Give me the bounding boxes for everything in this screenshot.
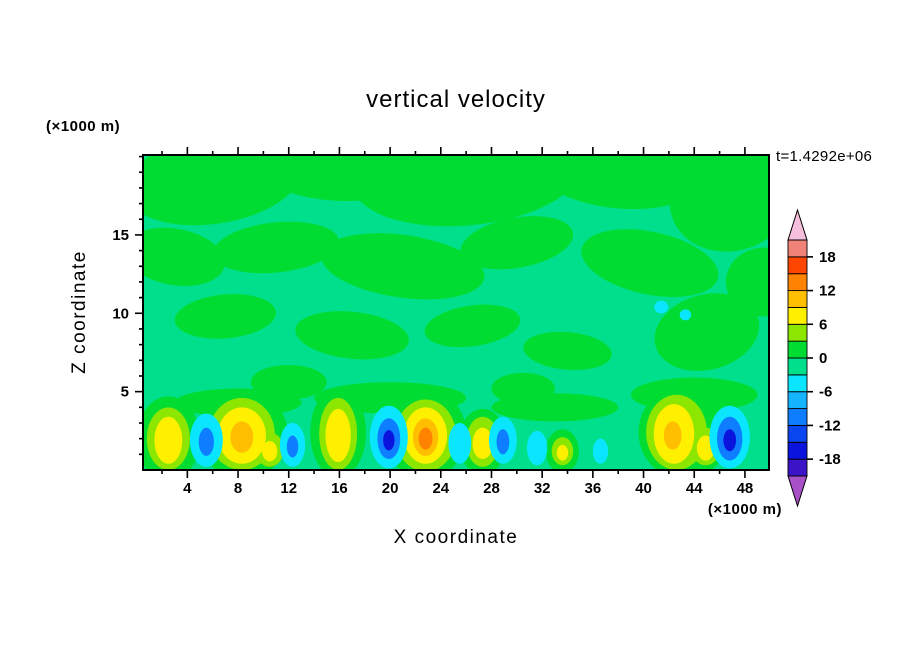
colorbar-band (787, 290, 808, 308)
colorbar-label: 18 (819, 249, 836, 266)
contour-patch (679, 309, 692, 321)
x-axis-label: X coordinate (393, 527, 519, 548)
x-tick-label: 12 (280, 480, 297, 497)
x-tick-label: 36 (585, 480, 602, 497)
contour-patch (654, 300, 669, 314)
y-tick-label: 10 (112, 305, 129, 322)
contour-patch (491, 393, 619, 422)
colorbar-arrow-up (787, 208, 808, 241)
x-tick-label: 40 (635, 480, 652, 497)
colorbar-band (787, 458, 808, 477)
colorbar-label: -12 (819, 417, 841, 434)
contour-patch (472, 427, 493, 460)
contour-patch (460, 216, 574, 270)
contour-patch (424, 304, 521, 348)
contour-patch (325, 408, 351, 463)
contour-patch (418, 427, 433, 450)
x-axis-unit-label: (×1000 m) (707, 501, 782, 518)
x-tick-label: 32 (534, 480, 551, 497)
contour-patch (230, 421, 254, 453)
contour-patch (295, 311, 409, 360)
colorbar-arrow-down (787, 475, 808, 508)
contour-patch (556, 444, 569, 461)
contour-patch (496, 429, 510, 455)
contour-patch (529, 155, 707, 210)
colorbar-label: -6 (819, 384, 832, 401)
x-tick-label: 16 (331, 480, 348, 497)
colorbar-band (787, 239, 808, 258)
y-axis-unit-label: (×1000 m) (46, 118, 121, 135)
contour-patch (352, 155, 580, 227)
colorbar-label: 12 (819, 283, 836, 300)
colorbar-band (787, 374, 808, 393)
x-tick-label: 44 (686, 480, 703, 497)
colorbar-label: -18 (819, 451, 841, 468)
contour-patch (198, 427, 214, 456)
y-tick-label: 15 (112, 227, 129, 244)
x-tick-label: 4 (183, 480, 192, 497)
contour-patch (143, 227, 225, 287)
colorbar-band (787, 391, 808, 410)
colorbar-band (787, 357, 808, 376)
contour-patch (321, 233, 485, 300)
contour-patch (526, 430, 548, 466)
contour-field (143, 155, 769, 470)
colorbar-label: 0 (819, 350, 827, 367)
colorbar-band (787, 273, 808, 292)
y-tick-label: 5 (121, 384, 129, 401)
contour-patch (154, 416, 183, 464)
contour-patch (286, 435, 299, 458)
contour-patch (174, 294, 276, 339)
contour-patch (581, 229, 719, 298)
colorbar-band (787, 424, 808, 443)
contour-patch (383, 430, 395, 451)
x-tick-label: 8 (234, 480, 242, 497)
time-annotation: t=1.4292e+06 (776, 148, 873, 165)
contour-patch (448, 422, 472, 464)
x-tick-label: 24 (432, 480, 449, 497)
colorbar-band (787, 306, 808, 325)
x-tick-label: 20 (382, 480, 399, 497)
contour-patch (212, 221, 340, 274)
axis-ticks (135, 147, 746, 478)
colorbar-band (787, 323, 808, 342)
contour-patch (723, 429, 737, 452)
colorbar-band (787, 441, 808, 460)
colorbar-band (787, 340, 808, 359)
contour-patch (725, 247, 769, 317)
contour-patch (592, 438, 609, 464)
contour-patch (523, 331, 612, 371)
colorbar: 18 12 6 0 -6 -12 -18 (787, 208, 841, 508)
colorbar-label: 6 (819, 316, 827, 333)
colorbar-band (787, 408, 808, 426)
x-tick-label: 48 (737, 480, 754, 497)
contour-patch (663, 421, 682, 450)
colorbar-band (787, 256, 808, 275)
contour-patch (262, 441, 278, 462)
chart-title: vertical velocity (366, 86, 546, 113)
x-tick-label: 28 (483, 480, 500, 497)
contour-patch (669, 155, 769, 252)
